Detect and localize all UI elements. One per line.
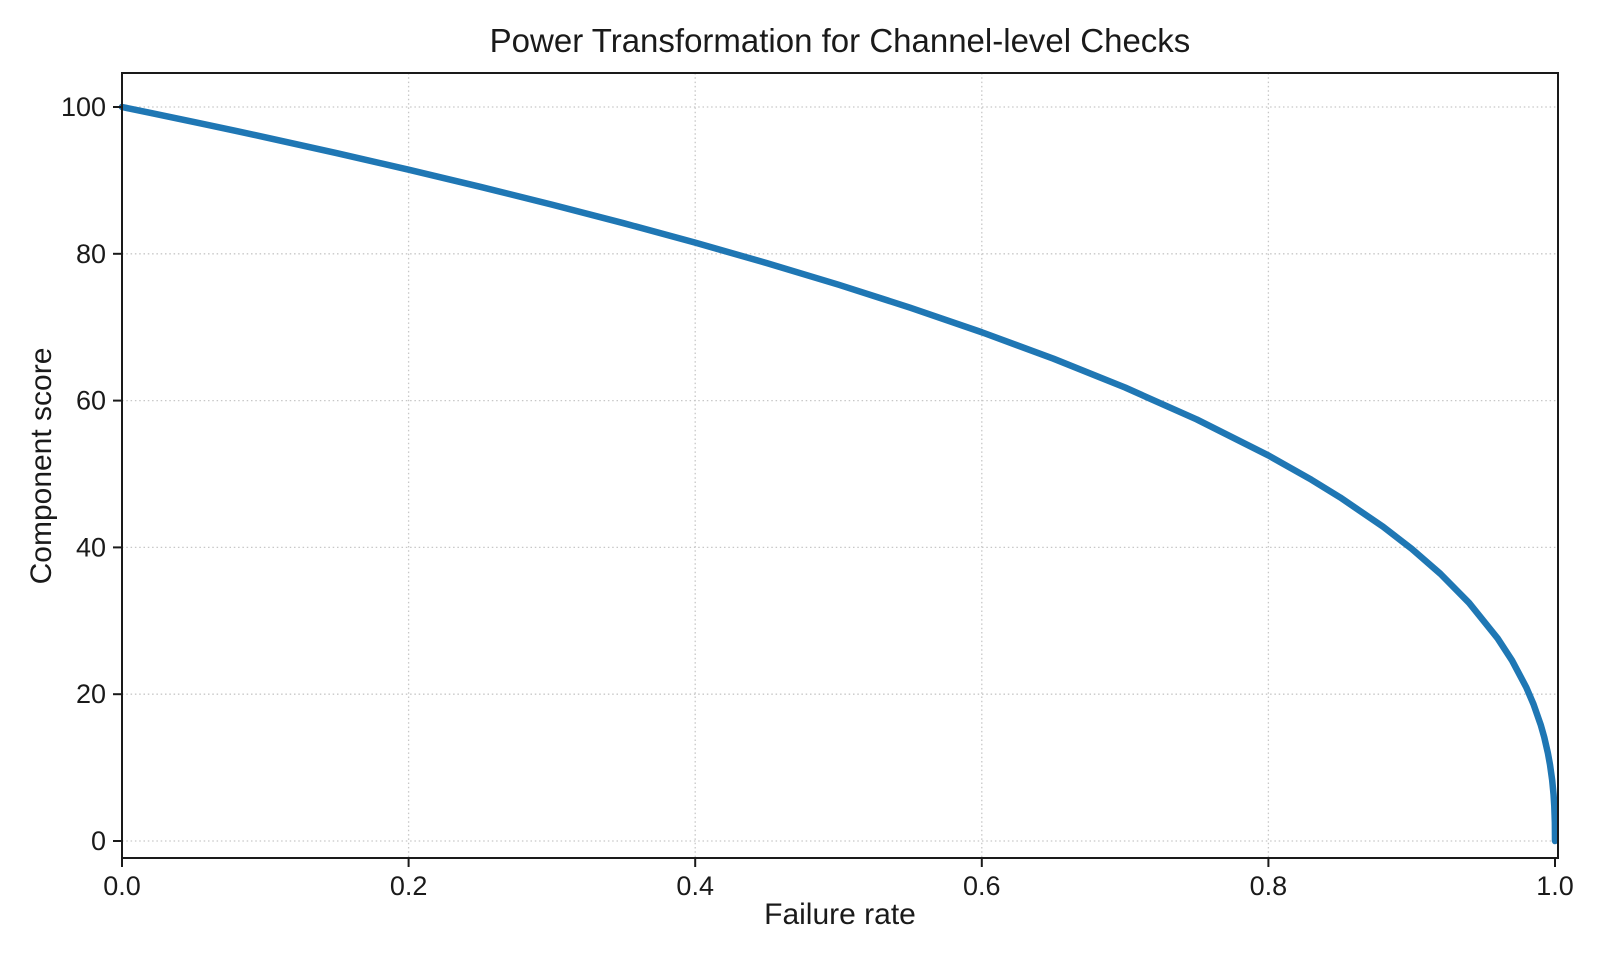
y-axis-label: Component score — [25, 348, 58, 585]
x-tick-label: 0.2 — [390, 871, 428, 901]
gridlines — [122, 73, 1558, 858]
y-tick-label: 80 — [76, 239, 106, 269]
x-tick-label: 0.4 — [676, 871, 714, 901]
tick-labels: 0.0 0.2 0.4 0.6 0.8 1.0 0 20 40 60 80 100 — [61, 92, 1574, 901]
x-tick-label: 0.0 — [103, 871, 141, 901]
x-tick-label: 1.0 — [1536, 871, 1574, 901]
y-tick-label: 60 — [76, 386, 106, 416]
axes-spines — [121, 72, 1559, 859]
series-line — [118, 103, 1559, 845]
x-tick-label: 0.8 — [1250, 871, 1288, 901]
chart-title: Power Transformation for Channel-level C… — [490, 22, 1191, 59]
y-tick-label: 100 — [61, 92, 106, 122]
plot-border — [121, 72, 1559, 859]
series-layer — [118, 103, 1559, 845]
x-tick-label: 0.6 — [963, 871, 1001, 901]
y-tick-label: 20 — [76, 679, 106, 709]
tick-marks — [113, 106, 1556, 867]
x-axis-label: Failure rate — [764, 898, 916, 931]
y-tick-label: 40 — [76, 532, 106, 562]
y-tick-label: 0 — [91, 826, 106, 856]
